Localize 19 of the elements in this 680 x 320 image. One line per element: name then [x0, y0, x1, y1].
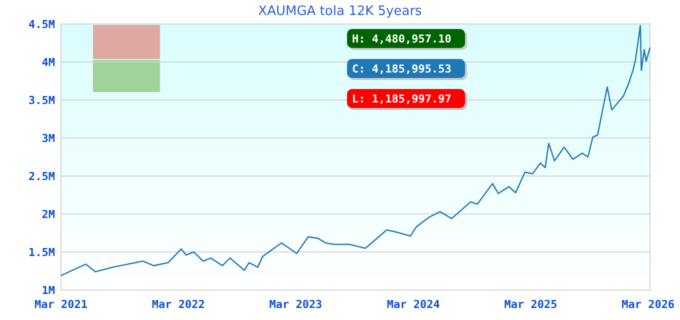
y-tick-label: 2.5M [28, 170, 56, 183]
annotation: H: 4,480,957.10 [352, 32, 452, 46]
chart-title: XAUMGA tola 12K 5years [258, 4, 422, 19]
y-tick-label: 1.5M [28, 246, 56, 259]
x-tick-label: Mar 2022 [152, 298, 205, 311]
x-tick-label: Mar 2026 [622, 298, 675, 311]
y-tick-label: 4.5M [28, 18, 56, 31]
y-tick-label: 3M [42, 132, 56, 145]
y-tick-label: 3.5M [28, 94, 56, 107]
y-tick-label: 1M [42, 284, 56, 297]
y-tick-label: 4M [42, 56, 56, 69]
x-tick-label: Mar 2024 [386, 298, 440, 311]
x-tick-label: Mar 2021 [34, 298, 88, 311]
line-series [60, 24, 651, 276]
annotation: L: 1,185,997.97 [352, 92, 452, 106]
annotation: C: 4,185,995.53 [352, 62, 452, 76]
y-tick-label: 2M [42, 208, 56, 221]
x-tick-label: Mar 2025 [504, 298, 558, 311]
x-tick-label: Mar 2023 [269, 298, 322, 311]
